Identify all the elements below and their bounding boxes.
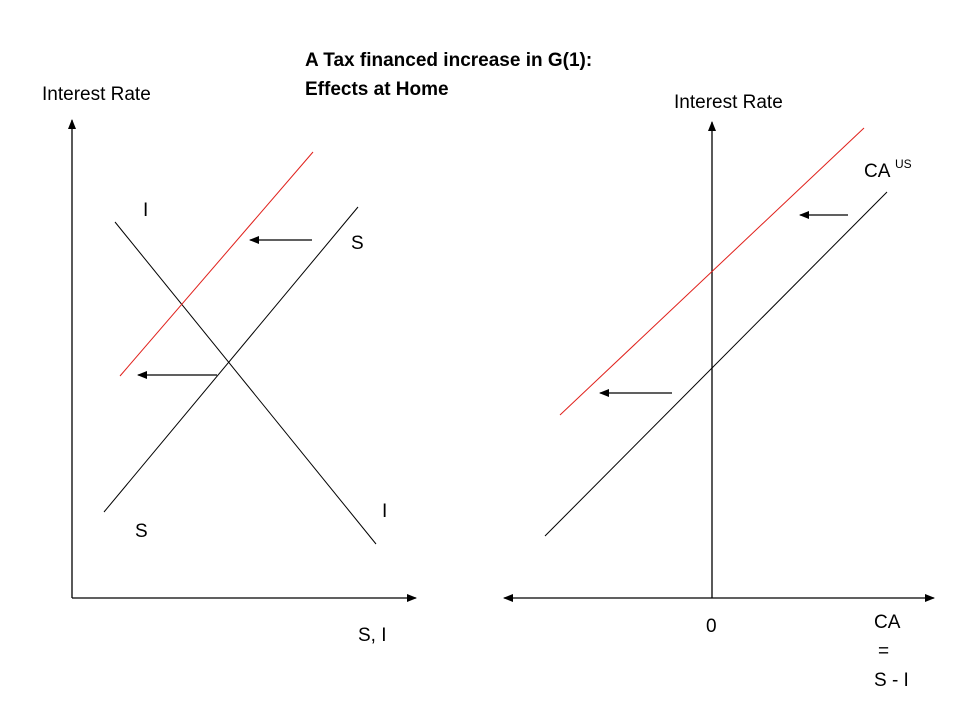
left-x-axis-label: S, I	[358, 625, 387, 646]
investment-label-top: I	[143, 200, 148, 221]
left-y-axis-label: Interest Rate	[42, 84, 151, 105]
right-y-axis-label: Interest Rate	[674, 92, 783, 113]
right-x-axis-label-line2: =	[878, 641, 889, 662]
investment-label-bottom: I	[382, 501, 387, 522]
ca-curve-shifted	[559, 127, 865, 416]
ca-curve-label-superscript: US	[895, 157, 912, 171]
saving-label-bottom: S	[135, 521, 148, 542]
diagram-title-line1: A Tax financed increase in G(1):	[305, 50, 592, 71]
diagram-title-line2: Effects at Home	[305, 79, 449, 100]
ca-curve-label: CA	[864, 161, 891, 182]
left-panel: Interest Rate S, I I I S S	[42, 84, 417, 646]
right-x-axis-label-line1: CA	[874, 612, 901, 633]
right-x-axis-label-line3: S - I	[874, 670, 909, 691]
saving-label-top: S	[351, 233, 364, 254]
saving-curve-shifted	[119, 151, 314, 377]
investment-curve	[114, 221, 377, 545]
ca-curve-original	[544, 191, 888, 537]
right-panel: Interest Rate CA US 0 CA = S - I	[503, 92, 935, 691]
saving-curve-original	[103, 206, 359, 513]
right-origin-label: 0	[706, 616, 717, 637]
